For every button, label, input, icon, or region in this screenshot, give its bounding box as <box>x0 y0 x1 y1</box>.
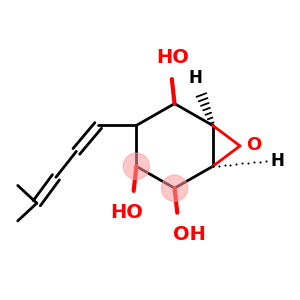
Text: O: O <box>246 136 261 154</box>
Text: OH: OH <box>173 225 206 244</box>
Text: H: H <box>188 69 202 87</box>
Text: HO: HO <box>110 203 143 222</box>
Text: H: H <box>270 152 284 170</box>
Circle shape <box>123 153 149 179</box>
Circle shape <box>161 175 188 201</box>
Text: HO: HO <box>157 48 190 67</box>
